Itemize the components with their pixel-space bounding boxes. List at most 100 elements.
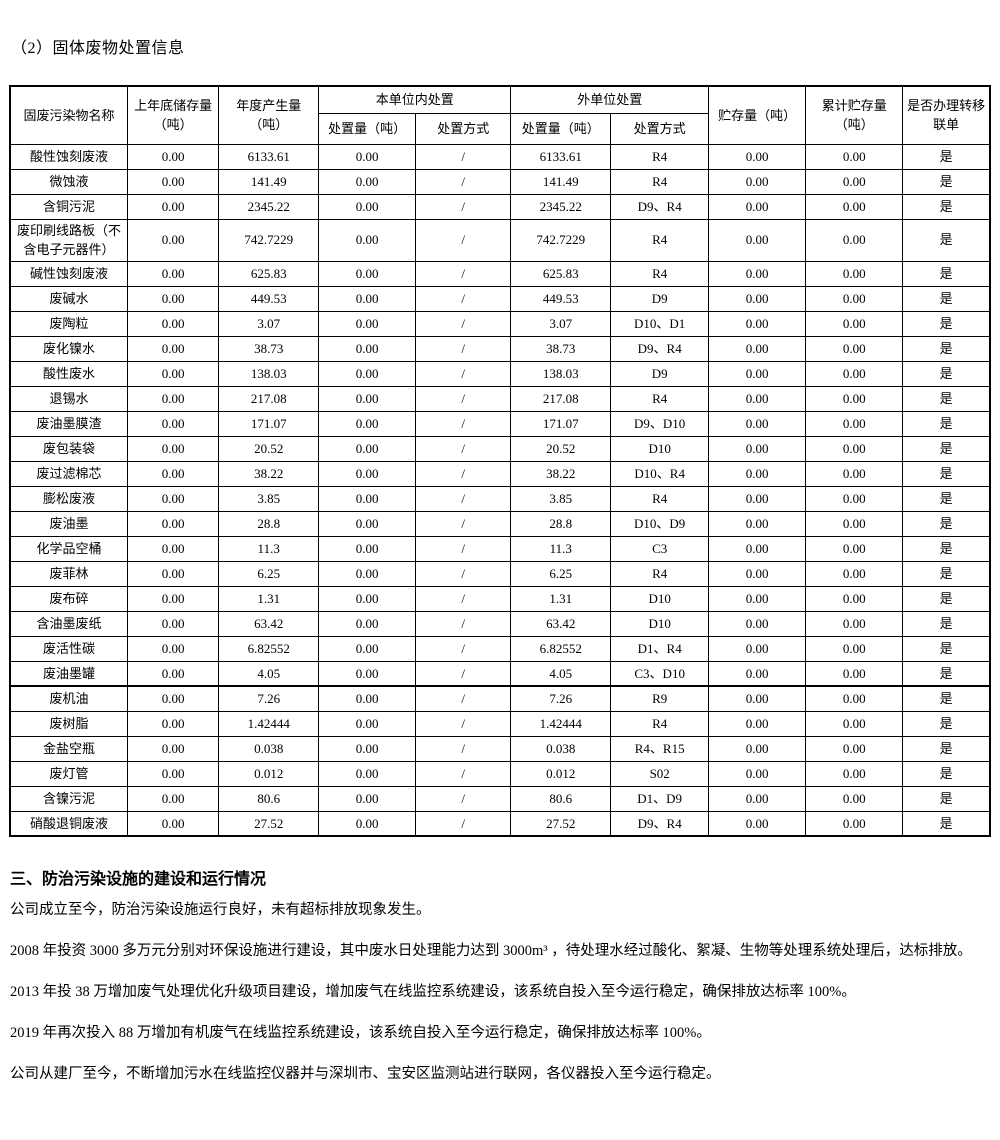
value-cell: 0.00 [708, 760, 807, 787]
table-row: 废菲林 0.00 6.25 0.00/6.25 R4 0.00 0.00 是 [9, 560, 991, 587]
value-cell: 2345.22 [510, 193, 612, 220]
table-row: 微蚀液 0.00 141.49 0.00/141.49 R4 0.00 0.00 是 [9, 168, 991, 195]
value-cell: 0.00 [318, 218, 417, 262]
value-cell: 0.00 [805, 610, 904, 637]
waste-name-cell: 废化镍水 [9, 335, 129, 362]
value-cell: 0.00 [805, 168, 904, 195]
waste-name-cell: 含镍污泥 [9, 785, 129, 812]
value-cell: 0.00 [708, 510, 807, 537]
value-cell: 80.6 [510, 785, 612, 812]
value-cell: 0.00 [318, 285, 417, 312]
value-cell: C3 [610, 535, 710, 562]
value-cell: D10、D9 [610, 510, 710, 537]
value-cell: 是 [902, 485, 991, 512]
document-page: （2）固体废物处置信息 固废污染物名称 上年底储存量（吨） 年度产生量（吨） 本… [9, 34, 991, 1092]
table-row: 废印刷线路板（不含电子元器件） 0.00 742.7229 0.00/742.7229… [9, 218, 991, 262]
waste-table-body: 酸性蚀刻废液 0.00 6133.61 0.00/6133.61 R4 0.00 0.00 是… [9, 143, 991, 837]
value-cell: 1.31 [218, 585, 320, 612]
value-cell: / [415, 485, 512, 512]
value-cell: 是 [902, 285, 991, 312]
value-cell: 0.00 [805, 710, 904, 737]
waste-name-cell: 膨松废液 [9, 485, 129, 512]
value-cell: 0.00 [127, 410, 220, 437]
value-cell: 63.42 [218, 610, 320, 637]
value-cell: 是 [902, 260, 991, 287]
value-cell: 0.00 [127, 585, 220, 612]
value-cell: 0.00 [708, 193, 807, 220]
value-cell: 1.31 [510, 585, 612, 612]
table-row: 废油墨 0.00 28.8 0.00/28.8 D10、D9 0.00 0.00 是 [9, 510, 991, 537]
value-cell: 0.00 [318, 685, 417, 712]
header-onsite-method: 处置方式 [415, 112, 512, 145]
value-cell: 0.00 [708, 218, 807, 262]
value-cell: / [415, 610, 512, 637]
value-cell: 0.00 [127, 610, 220, 637]
value-cell: 0.00 [127, 760, 220, 787]
table-row: 废活性碳 0.00 6.82552 0.00/6.82552 D1、R4 0.00 0.00… [9, 635, 991, 662]
value-cell: 2345.22 [218, 193, 320, 220]
value-cell: / [415, 410, 512, 437]
value-cell: R4 [610, 560, 710, 587]
value-cell: 0.00 [318, 560, 417, 587]
value-cell: 0.00 [127, 535, 220, 562]
value-cell: 0.00 [708, 310, 807, 337]
value-cell: 7.26 [218, 685, 320, 712]
body-paragraph: 2019 年再次投入 88 万增加有机废气在线监控系统建设，该系统自投入至今运行… [10, 1025, 711, 1041]
table-row: 废化镍水 0.00 38.73 0.00/38.73 D9、R4 0.00 0.00 是 [9, 335, 991, 362]
header-storage: 贮存量（吨） [708, 85, 807, 145]
value-cell: 0.00 [318, 535, 417, 562]
value-cell: 0.00 [318, 710, 417, 737]
value-cell: 0.00 [127, 260, 220, 287]
value-cell: 20.52 [510, 435, 612, 462]
value-cell: / [415, 635, 512, 662]
value-cell: 0.00 [318, 335, 417, 362]
value-cell: / [415, 335, 512, 362]
value-cell: 0.00 [708, 285, 807, 312]
value-cell: 是 [902, 335, 991, 362]
value-cell: / [415, 585, 512, 612]
table-row: 废布碎 0.00 1.31 0.00/1.31 D10 0.00 0.00 是 [9, 585, 991, 612]
value-cell: 0.00 [318, 735, 417, 762]
value-cell: / [415, 143, 512, 170]
value-cell: 217.08 [218, 385, 320, 412]
table-row: 废油墨膜渣 0.00 171.07 0.00/171.07 D9、D10 0.00 0.00… [9, 410, 991, 437]
value-cell: 0.00 [127, 460, 220, 487]
header-last-year-storage: 上年底储存量（吨） [127, 85, 220, 145]
value-cell: / [415, 535, 512, 562]
value-cell: 0.00 [708, 560, 807, 587]
value-cell: 0.00 [805, 385, 904, 412]
value-cell: R4 [610, 218, 710, 262]
header-cumulative-storage: 累计贮存量（吨） [805, 85, 904, 145]
value-cell: R4 [610, 143, 710, 170]
waste-name-cell: 废菲林 [9, 560, 129, 587]
value-cell: 是 [902, 510, 991, 537]
waste-name-cell: 退锡水 [9, 385, 129, 412]
value-cell: 0.00 [708, 735, 807, 762]
value-cell: 171.07 [510, 410, 612, 437]
value-cell: 0.00 [127, 193, 220, 220]
value-cell: 0.00 [127, 385, 220, 412]
waste-name-cell: 废机油 [9, 685, 129, 712]
value-cell: 6.82552 [218, 635, 320, 662]
table-row: 金盐空瓶 0.00 0.038 0.00/0.038 R4、R15 0.00 0.00 是 [9, 735, 991, 762]
value-cell: 6133.61 [218, 143, 320, 170]
value-cell: 742.7229 [510, 218, 612, 262]
table-row: 化学品空桶 0.00 11.3 0.00/11.3 C3 0.00 0.00 是 [9, 535, 991, 562]
value-cell: 0.00 [318, 660, 417, 687]
value-cell: 0.00 [708, 585, 807, 612]
header-offsite-method: 处置方式 [610, 112, 710, 145]
value-cell: 是 [902, 410, 991, 437]
value-cell: 0.00 [318, 385, 417, 412]
value-cell: 28.8 [218, 510, 320, 537]
value-cell: D9、D10 [610, 410, 710, 437]
waste-name-cell: 微蚀液 [9, 168, 129, 195]
value-cell: 0.00 [805, 810, 904, 837]
value-cell: 0.00 [805, 435, 904, 462]
value-cell: 6133.61 [510, 143, 612, 170]
body-paragraph: 公司从建厂至今，不断增加污水在线监控仪器并与深圳市、宝安区监测站进行联网，各仪器… [10, 1066, 721, 1082]
value-cell: 是 [902, 685, 991, 712]
value-cell: 11.3 [218, 535, 320, 562]
value-cell: 7.26 [510, 685, 612, 712]
value-cell: 38.22 [510, 460, 612, 487]
waste-name-cell: 含铜污泥 [9, 193, 129, 220]
